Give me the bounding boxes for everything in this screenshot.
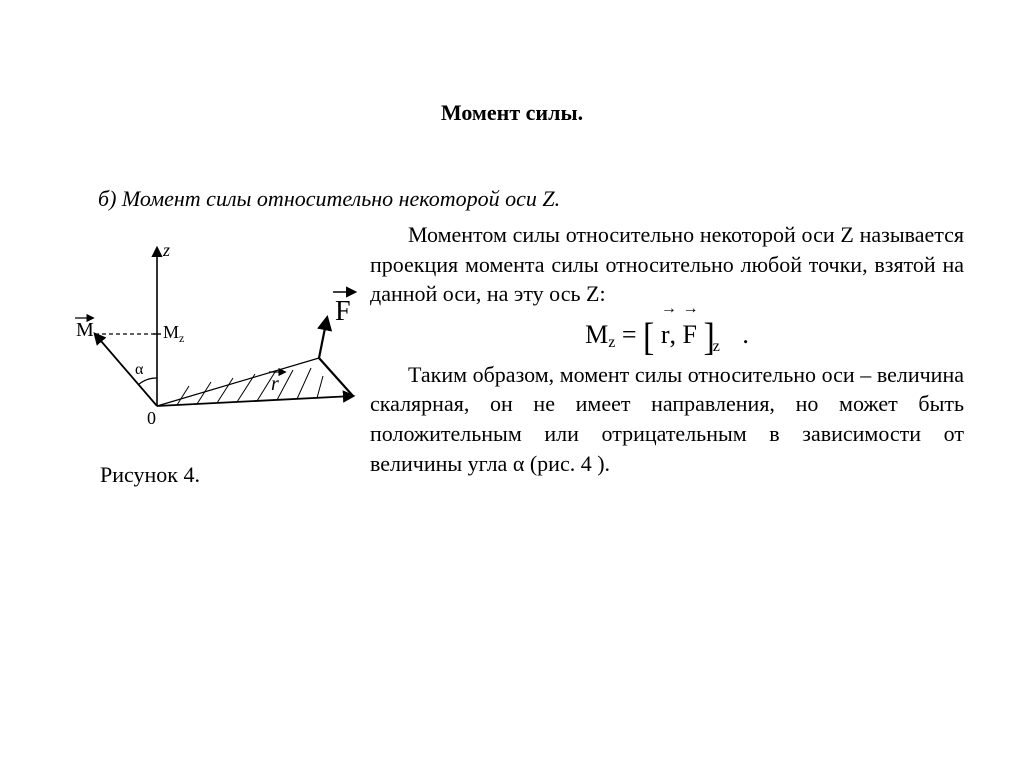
Mz-label: Mz	[163, 322, 184, 345]
origin-label: 0	[147, 408, 156, 428]
M-vector	[95, 334, 157, 406]
formula-lbracket: [	[643, 325, 654, 352]
paragraph-1: Моментом силы относительно некоторой оси…	[370, 220, 964, 309]
formula-comma: ,	[670, 320, 677, 349]
page-title: Момент силы.	[60, 100, 964, 126]
formula-outer-sub: z	[713, 338, 720, 355]
page: Момент силы. б) Момент силы относительно…	[0, 0, 1024, 768]
formula-r-vec: r	[661, 315, 670, 352]
F-vector	[319, 318, 353, 396]
paragraph-2: Таким образом, момент силы относительно …	[370, 360, 964, 479]
F-label: F	[335, 296, 351, 327]
figure-diagram: z	[65, 226, 365, 446]
alpha-label: α	[135, 361, 144, 378]
formula-F-vec: F	[683, 315, 697, 352]
formula-lhs-sub: z	[608, 334, 615, 351]
formula-eq: =	[622, 320, 637, 349]
subheading: б) Момент силы относительно некоторой ос…	[98, 186, 964, 212]
figure-column: z	[60, 220, 370, 488]
formula: Mz = [ r, F ]z .	[370, 315, 964, 354]
r-label: r	[271, 373, 279, 395]
M-label: M	[76, 319, 94, 341]
alpha-arc	[138, 378, 157, 385]
formula-period: .	[742, 320, 749, 349]
z-label: z	[162, 240, 170, 260]
text-column: Моментом силы относительно некоторой оси…	[370, 220, 964, 484]
content-row: z	[60, 220, 964, 488]
figure-caption: Рисунок 4.	[100, 462, 370, 488]
formula-lhs-M: M	[585, 320, 608, 349]
